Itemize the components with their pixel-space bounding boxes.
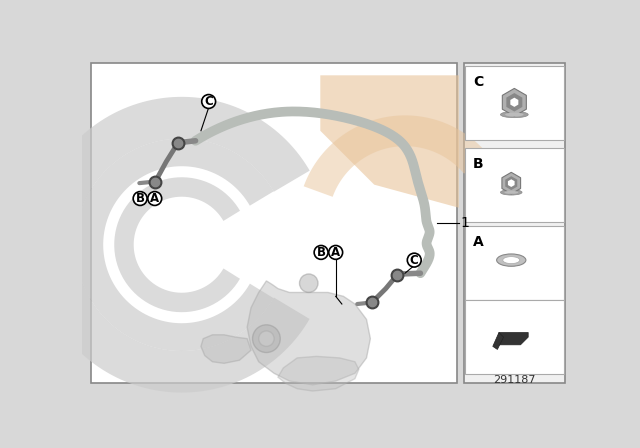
Circle shape [253, 325, 280, 353]
Text: A: A [473, 236, 483, 250]
Text: B: B [136, 192, 145, 205]
Polygon shape [508, 179, 515, 187]
Text: A: A [331, 246, 340, 259]
Circle shape [202, 95, 216, 108]
Text: 291187: 291187 [493, 375, 536, 385]
Polygon shape [505, 176, 517, 190]
Text: C: C [410, 254, 419, 267]
FancyBboxPatch shape [465, 148, 564, 222]
FancyBboxPatch shape [463, 63, 565, 383]
Text: C: C [204, 95, 213, 108]
Polygon shape [502, 88, 526, 116]
FancyBboxPatch shape [465, 226, 564, 300]
Polygon shape [510, 98, 518, 107]
Polygon shape [201, 335, 251, 363]
Ellipse shape [503, 257, 520, 263]
Text: B: B [473, 157, 483, 171]
Ellipse shape [505, 112, 524, 116]
FancyBboxPatch shape [91, 63, 458, 383]
Circle shape [407, 253, 421, 267]
Circle shape [148, 192, 162, 206]
Ellipse shape [500, 112, 528, 118]
Circle shape [133, 192, 147, 206]
Ellipse shape [497, 254, 526, 266]
Ellipse shape [500, 190, 522, 195]
Polygon shape [320, 75, 459, 208]
Polygon shape [278, 356, 359, 391]
FancyBboxPatch shape [465, 66, 564, 140]
Circle shape [259, 331, 274, 346]
Circle shape [314, 246, 328, 259]
Polygon shape [502, 172, 520, 194]
Polygon shape [506, 93, 522, 112]
Text: B: B [317, 246, 326, 259]
Circle shape [329, 246, 342, 259]
Text: A: A [150, 192, 159, 205]
Text: C: C [473, 75, 483, 89]
Polygon shape [304, 116, 488, 197]
Polygon shape [493, 332, 504, 349]
Circle shape [300, 274, 318, 293]
Polygon shape [247, 281, 371, 385]
Ellipse shape [504, 191, 518, 194]
Text: 1: 1 [460, 216, 469, 230]
Polygon shape [499, 332, 528, 345]
FancyBboxPatch shape [465, 300, 564, 374]
